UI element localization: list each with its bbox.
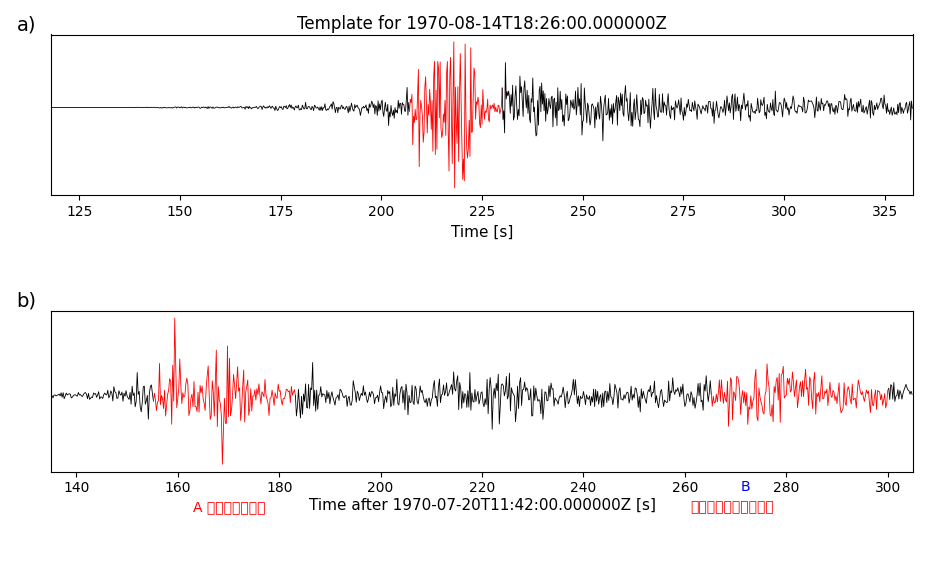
- Text: 检测到的隐藏月震事件: 检测到的隐藏月震事件: [690, 500, 774, 515]
- Text: b): b): [17, 292, 36, 310]
- Text: B: B: [741, 480, 750, 493]
- X-axis label: Time after 1970-07-20T11:42:00.000000Z [s]: Time after 1970-07-20T11:42:00.000000Z […: [309, 498, 655, 513]
- Text: a): a): [17, 15, 36, 34]
- X-axis label: Time [s]: Time [s]: [451, 224, 514, 239]
- Title: Template for 1970-08-14T18:26:00.000000Z: Template for 1970-08-14T18:26:00.000000Z: [297, 15, 667, 33]
- Text: A 已知的月震事件: A 已知的月震事件: [193, 500, 265, 515]
